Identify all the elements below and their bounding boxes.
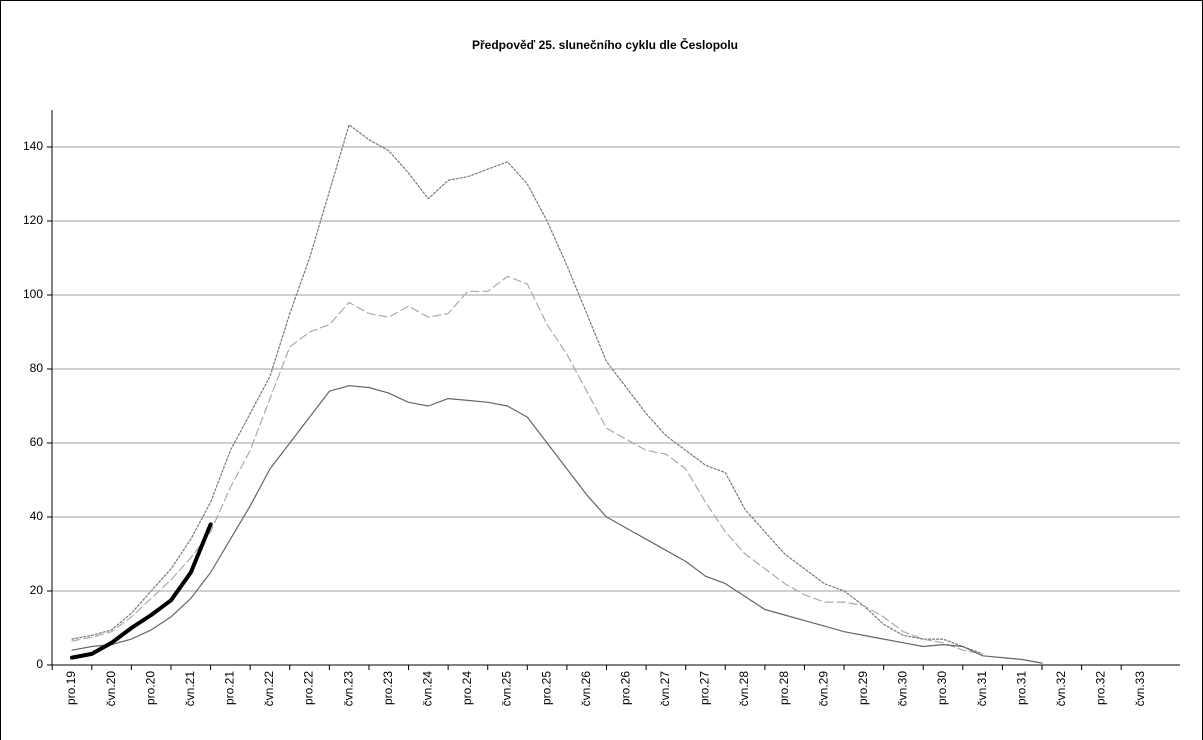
series-line [71, 385, 1043, 664]
x-tick-label: čvn.26 [579, 671, 593, 707]
x-tick-label: čvn.32 [1054, 671, 1068, 707]
x-tick-label: čvn.20 [104, 671, 118, 707]
y-tick-label: 140 [23, 139, 43, 153]
x-tick-label: čvn.21 [183, 671, 197, 707]
x-tick-label: pro.32 [1094, 671, 1108, 705]
x-tick-label: čvn.29 [816, 671, 830, 707]
x-tick-label: čvn.27 [658, 671, 672, 707]
y-tick-label: 60 [30, 435, 44, 449]
x-tick-label: pro.19 [64, 671, 78, 705]
series-line [71, 275, 984, 655]
y-tick-label: 120 [23, 213, 43, 227]
x-tick-label: čvn.30 [896, 671, 910, 707]
x-tick-label: pro.25 [539, 671, 553, 705]
series-line [71, 124, 984, 655]
x-tick-label: pro.22 [302, 671, 316, 705]
x-tick-label: pro.28 [777, 671, 791, 705]
x-tick-label: čvn.31 [975, 671, 989, 707]
x-tick-label: čvn.23 [341, 671, 355, 707]
x-tick-label: čvn.22 [262, 671, 276, 707]
x-tick-label: pro.31 [1014, 671, 1028, 705]
y-tick-label: 0 [36, 657, 43, 671]
y-tick-label: 100 [23, 287, 43, 301]
x-tick-label: pro.21 [223, 671, 237, 705]
x-tick-label: pro.23 [381, 671, 395, 705]
x-tick-label: pro.20 [143, 671, 157, 705]
x-tick-label: čvn.33 [1133, 671, 1147, 707]
x-tick-label: čvn.28 [737, 671, 751, 707]
chart-title: Předpověď 25. slunečního cyklu dle Česlo… [472, 37, 738, 52]
y-tick-label: 80 [30, 361, 44, 375]
x-tick-label: pro.26 [618, 671, 632, 705]
x-tick-label: čvn.24 [421, 671, 435, 707]
x-tick-label: pro.24 [460, 671, 474, 705]
x-tick-label: čvn.25 [500, 671, 514, 707]
series-line [70, 522, 213, 660]
x-tick-label: pro.30 [935, 671, 949, 705]
x-tick-label: pro.29 [856, 671, 870, 705]
x-tick-label: pro.27 [698, 671, 712, 705]
y-tick-label: 20 [30, 583, 44, 597]
y-tick-label: 40 [30, 509, 44, 523]
